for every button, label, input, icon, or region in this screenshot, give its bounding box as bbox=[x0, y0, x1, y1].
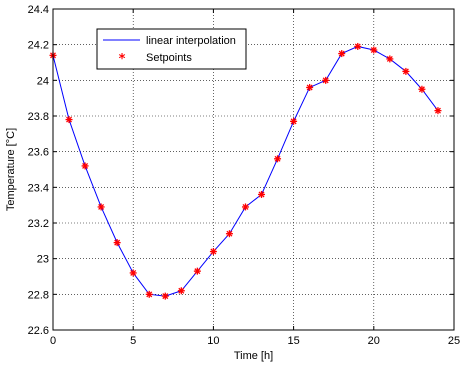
setpoint-marker bbox=[338, 50, 346, 58]
legend: linear interpolation * Setpoints bbox=[96, 28, 247, 70]
setpoint-marker bbox=[322, 76, 330, 84]
setpoint-marker bbox=[65, 116, 73, 124]
y-tick-label: 24.2 bbox=[28, 40, 49, 52]
y-tick-label: 23 bbox=[37, 254, 49, 266]
x-tick-label: 25 bbox=[448, 335, 460, 347]
setpoint-marker bbox=[290, 117, 298, 125]
y-axis-title: Temperature [°C] bbox=[5, 128, 17, 211]
x-tick-label: 10 bbox=[207, 335, 219, 347]
plot-frame bbox=[52, 8, 455, 331]
setpoint-marker bbox=[97, 203, 105, 211]
setpoint-marker bbox=[258, 190, 266, 198]
legend-label-interpolation: linear interpolation bbox=[146, 35, 236, 47]
y-tick-label: 23.6 bbox=[28, 147, 49, 159]
setpoint-marker bbox=[274, 155, 282, 163]
setpoint-marker bbox=[402, 67, 410, 75]
setpoint-marker bbox=[113, 239, 121, 247]
axis-tick-labels: 0 5 10 15 20 25 22.6 22.8 23 23.2 23.4 23.6 23.8 24 24… bbox=[28, 4, 461, 347]
y-tick-label: 22.6 bbox=[28, 325, 49, 337]
setpoint-marker bbox=[306, 83, 314, 91]
y-tick-label: 23.4 bbox=[28, 182, 49, 194]
setpoint-marker bbox=[418, 85, 426, 93]
setpoint-marker bbox=[225, 230, 233, 238]
setpoint-marker bbox=[209, 248, 217, 256]
legend-label-setpoints: Setpoints bbox=[146, 52, 192, 64]
legend-box bbox=[96, 28, 247, 70]
x-tick-label: 5 bbox=[130, 335, 136, 347]
x-tick-label: 20 bbox=[368, 335, 380, 347]
setpoint-marker bbox=[177, 287, 185, 295]
setpoint-marker bbox=[386, 55, 394, 63]
setpoint-marker bbox=[370, 46, 378, 54]
x-tick-label: 15 bbox=[287, 335, 299, 347]
setpoint-marker bbox=[354, 42, 362, 50]
setpoint-marker bbox=[81, 162, 89, 170]
y-tick-label: 24 bbox=[37, 75, 49, 87]
setpoint-marker bbox=[241, 203, 249, 211]
setpoint-marker bbox=[193, 267, 201, 275]
setpoint-marker bbox=[434, 107, 442, 115]
y-tick-label: 23.8 bbox=[28, 111, 49, 123]
y-tick-label: 24.4 bbox=[28, 4, 49, 16]
grid bbox=[53, 9, 454, 330]
data-series bbox=[49, 42, 442, 300]
y-tick-label: 23.2 bbox=[28, 218, 49, 230]
setpoint-marker bbox=[161, 292, 169, 300]
x-axis-title: Time [h] bbox=[234, 350, 273, 362]
setpoint-marker bbox=[145, 290, 153, 298]
setpoint-marker bbox=[129, 269, 137, 277]
y-tick-label: 22.8 bbox=[28, 289, 49, 301]
x-tick-label: 0 bbox=[50, 335, 56, 347]
legend-marker-swatch: * bbox=[119, 52, 126, 67]
